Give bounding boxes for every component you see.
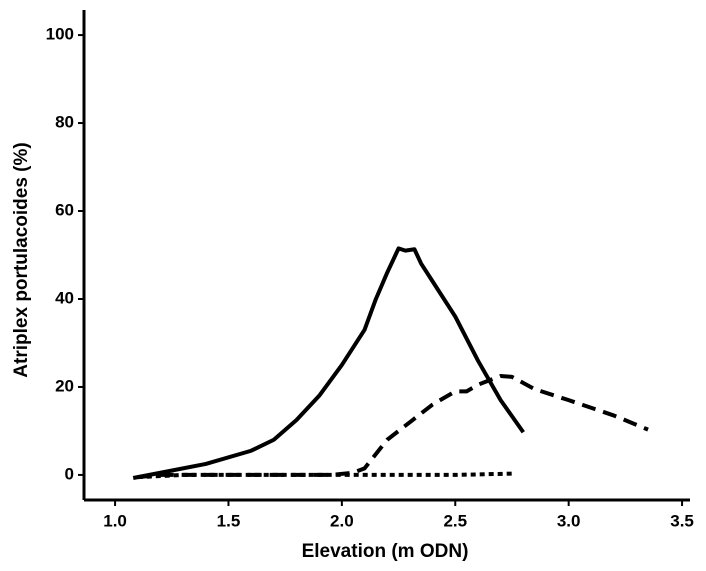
y-tick-label: 100 (46, 25, 74, 44)
y-tick-label: 60 (55, 200, 74, 219)
x-tick-label: 1.5 (217, 511, 241, 530)
line-series (132, 246, 525, 480)
x-tick-label: 1.0 (103, 511, 127, 530)
x-tick-label: 3.5 (670, 511, 694, 530)
y-tick-label: 80 (55, 113, 74, 132)
line-series (137, 471, 513, 480)
x-tick-label: 2.5 (443, 511, 467, 530)
x-tick-label: 3.0 (557, 511, 581, 530)
y-tick-label: 40 (55, 288, 74, 307)
y-tick-label: 0 (65, 464, 74, 483)
line-series (137, 373, 649, 480)
y-axis-label: Atriplex portulacoides (%) (11, 142, 32, 377)
x-tick-label: 2.0 (330, 511, 354, 530)
y-tick-label: 20 (55, 376, 74, 395)
x-axis-label: Elevation (m ODN) (302, 541, 469, 562)
